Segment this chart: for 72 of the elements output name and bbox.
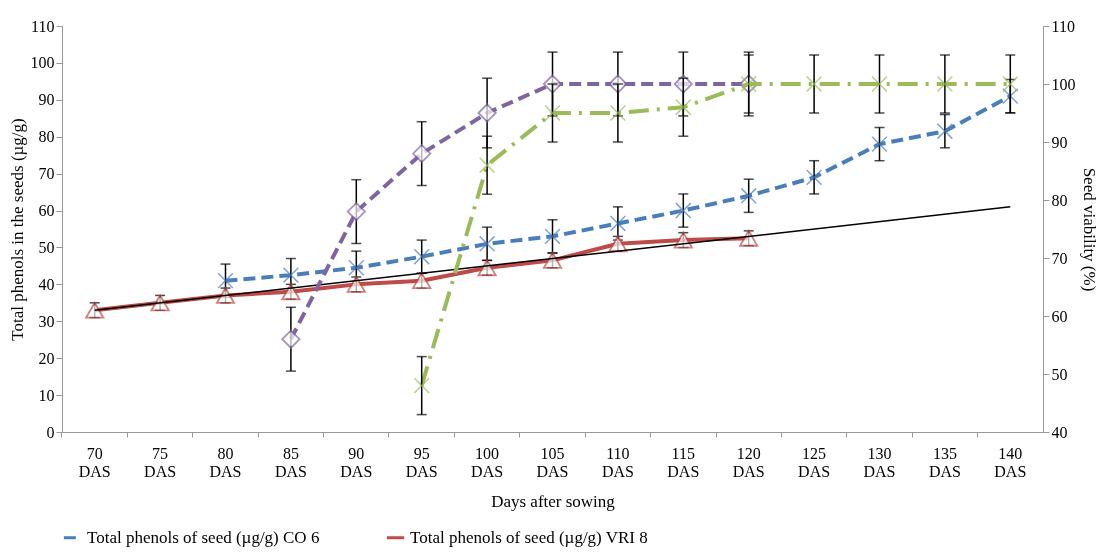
- point: [478, 235, 496, 252]
- point: [805, 75, 823, 93]
- point: [346, 202, 366, 222]
- point: [1002, 75, 1019, 93]
- point: [740, 187, 757, 204]
- y-tick-label: 110: [31, 17, 55, 35]
- y2-tick-label: 90: [1051, 133, 1068, 151]
- point: [675, 202, 692, 219]
- y2-tick-label: 50: [1051, 365, 1068, 383]
- y-tick-label: 10: [38, 386, 55, 404]
- x-tick-label: 115 DAS: [667, 444, 700, 480]
- point: [675, 99, 692, 116]
- y-tick-label: 80: [38, 128, 55, 146]
- y-tick-label: 60: [38, 202, 55, 220]
- point: [936, 75, 954, 93]
- x-tick-label: 125 DAS: [798, 444, 831, 480]
- x-tick-label: 90 DAS: [340, 444, 373, 480]
- y2-tick-label: 80: [1051, 191, 1068, 209]
- legend-label: Total phenols of seed (µg/g) CO 6: [87, 527, 320, 547]
- point: [936, 123, 954, 140]
- point: [215, 287, 236, 304]
- point: [413, 248, 430, 265]
- point: [805, 169, 823, 186]
- x-tick-label: 135 DAS: [928, 444, 961, 480]
- y-tick-label: 70: [38, 165, 55, 183]
- y-tick-label: 0: [46, 423, 55, 441]
- y2-tick-label: 110: [1051, 17, 1075, 35]
- y2-tick-label: 40: [1051, 423, 1068, 441]
- y2-axis-title: Seed viability (%): [1079, 167, 1099, 292]
- x-tick-label: 75 DAS: [144, 444, 177, 480]
- point: [544, 228, 561, 245]
- point: [85, 301, 105, 319]
- x-tick-label: 85 DAS: [274, 444, 307, 480]
- y-axis-title: Total phenols in the seeds (µg/g): [7, 118, 27, 341]
- x-tick-label: 70 DAS: [78, 444, 111, 480]
- x-tick-label: 80 DAS: [209, 444, 242, 480]
- point: [348, 259, 365, 276]
- point: [477, 103, 497, 123]
- x-tick-label: 130 DAS: [863, 444, 896, 480]
- y-tick-label: 30: [38, 312, 55, 330]
- y-tick-label: 90: [38, 91, 55, 109]
- legend-label: Total phenols of seed (µg/g) VRI 8: [410, 527, 648, 547]
- x-tick-label: 100 DAS: [471, 444, 504, 480]
- x-tick-label: 95 DAS: [405, 444, 438, 480]
- point: [871, 75, 888, 93]
- point: [281, 329, 301, 349]
- point: [871, 135, 888, 153]
- x-axis-title: Days after sowing: [491, 491, 616, 511]
- point: [739, 229, 759, 247]
- point: [609, 215, 627, 232]
- point: [346, 275, 366, 293]
- point: [609, 104, 627, 122]
- x-tick-label: 110 DAS: [601, 444, 634, 480]
- y2-tick-label: 60: [1051, 307, 1068, 325]
- x-tick-label: 140 DAS: [994, 444, 1027, 480]
- y2-tick-label: 70: [1051, 249, 1068, 267]
- point: [478, 157, 496, 174]
- point: [282, 266, 300, 284]
- point: [413, 377, 430, 394]
- x-tick-label: 120 DAS: [732, 444, 765, 480]
- point: [1002, 87, 1019, 105]
- y-tick-label: 20: [38, 349, 55, 367]
- y-tick-label: 40: [38, 275, 55, 293]
- y2-tick-label: 100: [1051, 75, 1076, 93]
- point: [544, 104, 561, 122]
- y-tick-label: 50: [38, 238, 55, 256]
- x-tick-label: 105 DAS: [536, 444, 569, 480]
- point: [412, 144, 432, 164]
- point: [217, 272, 234, 289]
- point: [281, 283, 301, 301]
- point: [608, 235, 628, 253]
- y-tick-label: 100: [30, 54, 55, 72]
